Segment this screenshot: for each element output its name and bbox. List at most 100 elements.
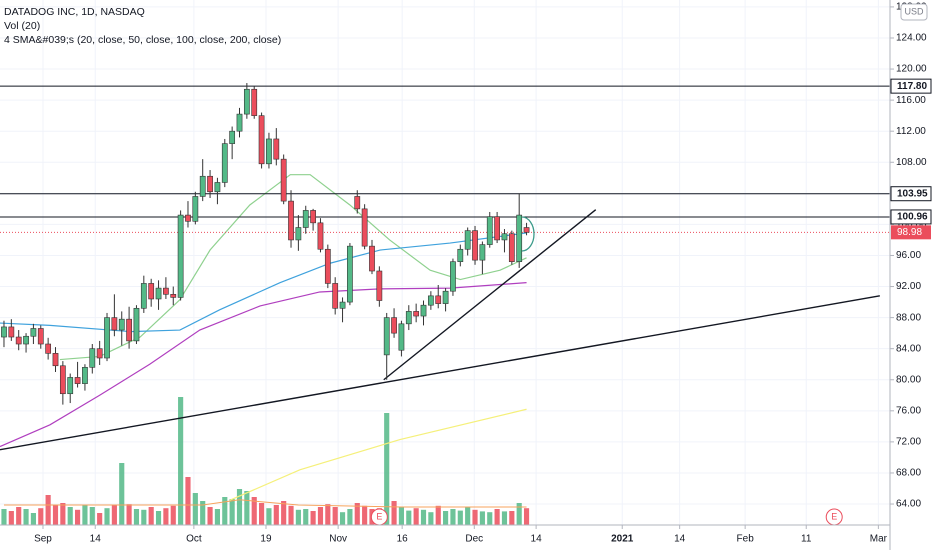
candle-body [118, 318, 125, 331]
volume-bar [413, 508, 419, 525]
x-tick-label: 19 [260, 534, 272, 545]
volume-bar [141, 509, 147, 525]
x-tick-label: Oct [186, 534, 202, 545]
candle-body [192, 196, 199, 222]
volume-bar [472, 509, 478, 525]
volume-bar [406, 510, 412, 525]
y-tick-label: 80.00 [896, 374, 921, 385]
y-tick-label: 88.00 [896, 312, 921, 323]
candle-body [45, 343, 52, 354]
volume-bar [384, 413, 390, 525]
candle-body [516, 214, 523, 262]
x-tick-label: 14 [531, 534, 543, 545]
candle-body [170, 294, 177, 298]
candle-body [148, 283, 155, 300]
candle-body [140, 283, 147, 309]
candle-body [457, 248, 464, 262]
candle-body [332, 283, 339, 309]
volume-bar [339, 512, 346, 525]
x-tick-label: Dec [465, 534, 483, 545]
volume-bar [163, 508, 169, 525]
sma-line [0, 282, 527, 448]
volume-bar [362, 505, 368, 525]
currency-badge[interactable] [900, 3, 928, 21]
volume-bar [104, 508, 110, 525]
candle-body [126, 318, 132, 342]
volume-bar [501, 511, 508, 525]
y-tick-label: 84.00 [896, 343, 921, 354]
volume-bar [295, 509, 301, 525]
volume-bar [465, 506, 471, 525]
volume-bar [178, 397, 184, 525]
earnings-label: E [831, 511, 837, 521]
candle-body [501, 233, 508, 241]
candle-body [52, 353, 59, 367]
volume-bar [185, 477, 191, 525]
volume-bar [310, 511, 316, 525]
level-badge [890, 209, 932, 225]
volume-bar [273, 505, 279, 525]
volume-bar [354, 503, 360, 525]
candle-body [347, 245, 353, 303]
y-tick-label: 124.00 [896, 33, 927, 44]
y-tick-label: 112.00 [896, 126, 926, 137]
candle-body [391, 317, 397, 334]
volume-bar [38, 508, 44, 525]
volume-bar [516, 503, 522, 525]
volume-bar [67, 507, 73, 525]
annotation-arc [521, 216, 535, 252]
candle-body [59, 365, 66, 395]
candle-body [523, 227, 530, 233]
currency: USD [904, 6, 924, 16]
candle-body [163, 287, 169, 295]
candle-body [96, 348, 103, 359]
volume-bar [52, 505, 59, 525]
candle-body [383, 317, 390, 356]
candle-body [214, 182, 221, 193]
volume-bar [281, 501, 287, 525]
candle-body [74, 377, 81, 384]
volume-bar [170, 505, 176, 525]
candle-body [23, 335, 29, 345]
volume-bar [428, 512, 434, 525]
y-tick-label: 76.00 [896, 405, 921, 416]
candle-body [104, 317, 110, 359]
x-tick-label: 2021 [611, 534, 634, 545]
candle-body [361, 208, 368, 247]
candle-body [494, 216, 500, 241]
candle-body [435, 295, 442, 304]
sma-indicator: 4 SMA&#039;s (20, close, 50, close, 100,… [4, 34, 281, 46]
earnings-label: E [376, 511, 382, 521]
volume-bar [214, 509, 220, 525]
volume-bar [317, 507, 324, 525]
sma-line [0, 232, 527, 333]
candle-body [185, 214, 191, 222]
candle-body [369, 245, 375, 272]
candle-body [89, 348, 96, 368]
level-label: 100.96 [897, 212, 928, 223]
candle-body [486, 216, 493, 245]
candle-body [405, 311, 412, 325]
candle-body [310, 210, 316, 224]
volume-bar [207, 507, 213, 525]
volume-bar [523, 508, 530, 525]
x-tick-label: Nov [329, 534, 347, 545]
candle-body [177, 214, 184, 298]
chart-title: DATADOG INC, 1D, NASDAQ [4, 6, 145, 18]
candle-body [15, 336, 22, 345]
volume-bar [111, 505, 117, 525]
candle-body [30, 328, 37, 337]
volume-bar [82, 505, 88, 525]
volume-bar [23, 509, 29, 525]
x-tick-label: Sep [34, 534, 52, 545]
x-tick-label: 14 [90, 534, 102, 545]
volume-bar [325, 504, 331, 525]
trend-line [0, 295, 880, 451]
volume-indicator: Vol (20) [4, 20, 40, 32]
candle-body [155, 287, 162, 300]
candle-body [207, 175, 213, 193]
volume-bar [222, 497, 228, 525]
volume-bar [303, 509, 309, 525]
